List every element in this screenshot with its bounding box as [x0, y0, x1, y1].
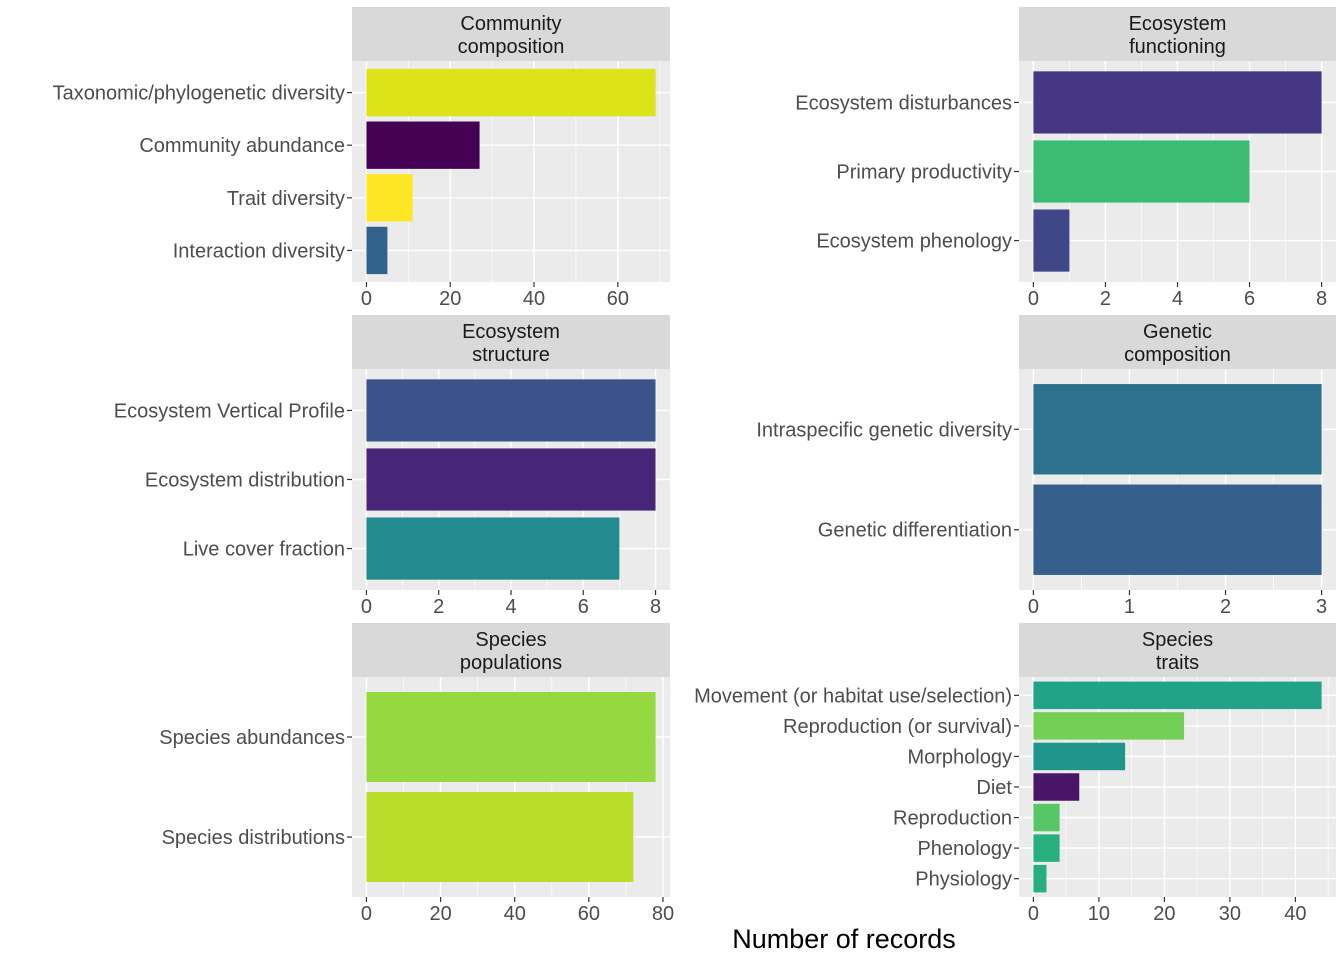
- category-label: Species distributions: [162, 827, 345, 849]
- x-tick-label: 80: [652, 903, 674, 925]
- category-label: Reproduction (or survival): [783, 716, 1012, 738]
- x-tick-label: 4: [505, 596, 516, 618]
- x-tick-label: 6: [578, 596, 589, 618]
- x-tick-label: 4: [1172, 288, 1183, 310]
- bar: [366, 692, 656, 782]
- category-label: Diet: [976, 777, 1012, 799]
- x-tick-label: 20: [439, 288, 461, 310]
- bar: [1033, 742, 1126, 771]
- x-tick-label: 0: [1028, 596, 1039, 618]
- category-label: Ecosystem disturbances: [795, 92, 1012, 114]
- bar: [1033, 71, 1322, 134]
- category-label: Species abundances: [159, 727, 345, 749]
- facet-strip-title: Ecosystem: [462, 321, 560, 343]
- bar: [1033, 681, 1322, 710]
- facet-strip-title: Ecosystem: [1129, 13, 1227, 35]
- x-tick-label: 40: [523, 288, 545, 310]
- bar: [1033, 484, 1322, 575]
- x-tick-label: 0: [361, 288, 372, 310]
- x-tick-label: 0: [1028, 903, 1039, 925]
- category-label: Ecosystem Vertical Profile: [114, 400, 345, 422]
- facet-strip-title: Species: [1142, 629, 1213, 651]
- bar: [366, 121, 480, 169]
- x-tick-label: 2: [1100, 288, 1111, 310]
- x-tick-label: 20: [429, 903, 451, 925]
- x-tick-label: 0: [361, 596, 372, 618]
- facet-strip: [1019, 315, 1336, 369]
- bar: [1033, 803, 1060, 832]
- x-tick-label: 10: [1088, 903, 1110, 925]
- category-label: Genetic differentiation: [818, 520, 1012, 542]
- bar: [1033, 140, 1250, 203]
- bar: [1033, 712, 1185, 740]
- facet-strip-title: composition: [1124, 344, 1231, 366]
- facet-strip: [352, 315, 670, 369]
- x-tick-label: 3: [1316, 596, 1327, 618]
- bar: [366, 379, 656, 442]
- facet-strip: [1019, 623, 1336, 677]
- x-tick-label: 60: [578, 903, 600, 925]
- x-tick-label: 2: [433, 596, 444, 618]
- facet-strip-title: Genetic: [1143, 321, 1212, 343]
- category-label: Ecosystem distribution: [145, 470, 345, 492]
- x-tick-label: 6: [1244, 288, 1255, 310]
- facet-strip-title: populations: [460, 652, 562, 674]
- category-label: Trait diversity: [227, 188, 345, 210]
- bar: [1033, 864, 1047, 893]
- x-tick-label: 40: [1284, 903, 1306, 925]
- x-tick-label: 20: [1153, 903, 1175, 925]
- category-label: Live cover fraction: [183, 539, 345, 561]
- x-tick-label: 2: [1220, 596, 1231, 618]
- facet-strip: [352, 623, 670, 677]
- facet-strip-title: traits: [1156, 652, 1199, 674]
- bar: [366, 226, 388, 275]
- x-tick-label: 0: [1028, 288, 1039, 310]
- x-tick-label: 0: [361, 903, 372, 925]
- bar: [366, 448, 656, 511]
- facet-strip-title: structure: [472, 344, 550, 366]
- category-label: Ecosystem phenology: [816, 231, 1012, 253]
- facet-strip: [1019, 7, 1336, 61]
- facet-strip-title: composition: [458, 36, 565, 58]
- category-label: Community abundance: [139, 135, 345, 157]
- bar: [366, 174, 413, 222]
- x-tick-label: 60: [607, 288, 629, 310]
- bar: [1033, 209, 1070, 272]
- x-tick-label: 40: [504, 903, 526, 925]
- bar: [1033, 384, 1322, 475]
- x-tick-label: 1: [1124, 596, 1135, 618]
- category-label: Primary productivity: [836, 162, 1012, 184]
- category-label: Phenology: [917, 838, 1012, 860]
- category-label: Movement (or habitat use/selection): [694, 685, 1012, 707]
- facet-strip: [352, 7, 670, 61]
- bar: [366, 68, 656, 117]
- x-axis-title: Number of records: [732, 924, 956, 954]
- x-tick-label: 30: [1219, 903, 1241, 925]
- facet-strip-title: functioning: [1129, 36, 1226, 58]
- category-label: Interaction diversity: [173, 240, 345, 262]
- bar: [1033, 773, 1080, 801]
- facet-strip-title: Species: [475, 629, 546, 651]
- category-label: Intraspecific genetic diversity: [756, 419, 1012, 441]
- bar: [1033, 834, 1060, 862]
- category-label: Morphology: [907, 746, 1012, 768]
- bar: [366, 792, 634, 882]
- facet-strip-title: Community: [460, 13, 561, 35]
- bar: [366, 517, 620, 580]
- category-label: Reproduction: [893, 808, 1012, 830]
- x-tick-label: 8: [650, 596, 661, 618]
- x-tick-label: 8: [1316, 288, 1327, 310]
- category-label: Taxonomic/phylogenetic diversity: [53, 83, 345, 105]
- category-label: Physiology: [915, 869, 1012, 891]
